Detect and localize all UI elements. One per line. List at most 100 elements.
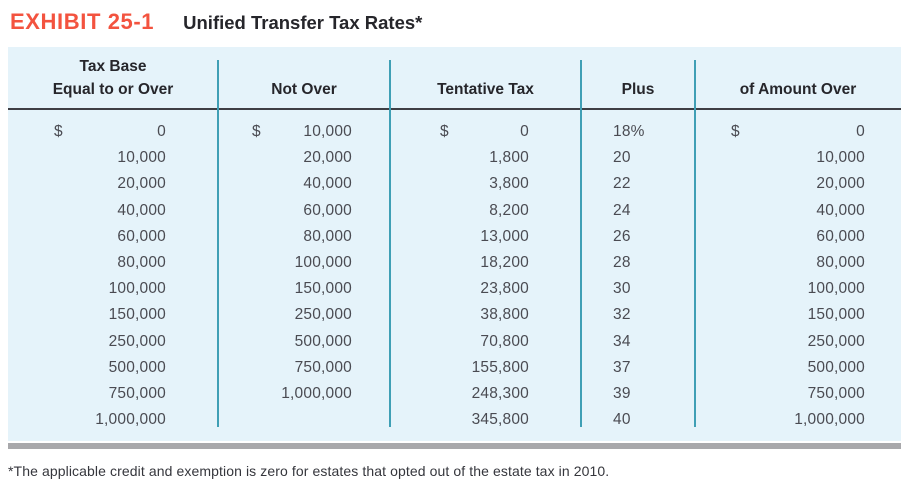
cell-value: 24 [613,201,631,219]
cell-value: 20,000 [117,175,166,193]
cell-value: 750,000 [294,358,352,376]
cell-value: 500,000 [108,358,166,376]
cell-value: 34 [613,332,631,350]
cell-value: 20,000 [303,149,352,167]
table-row: 750,000 1,000,000 248,300 39 750,000 [8,381,901,407]
exhibit-header: EXHIBIT 25-1 Unified Transfer Tax Rates* [0,0,910,35]
table-cell: 38,800 [390,306,581,324]
table-cell: 1,000,000 [8,411,218,429]
table-cell: 23,800 [390,280,581,298]
table-cell: 100,000 [695,280,901,298]
cell-value: 20,000 [816,175,865,193]
currency-symbol: $ [54,123,63,141]
cell-value: 18% [613,123,645,141]
cell-value: 0 [520,123,529,141]
cell-value: 750,000 [108,384,166,402]
table-row: 40,000 60,000 8,200 24 40,000 [8,198,901,224]
table-cell: 500,000 [695,359,901,377]
cell-value: 32 [613,306,631,324]
cell-value: 10,000 [117,149,166,167]
cell-value: 1,800 [489,149,529,167]
table-cell: 1,000,000 [218,385,390,403]
column-divider [580,60,582,428]
table-cell: 60,000 [695,228,901,246]
column-divider [217,60,219,428]
table-cell: 3,800 [390,175,581,193]
table-cell: 500,000 [218,333,390,351]
cell-value: 0 [856,123,865,141]
table-row: 20,000 40,000 3,800 22 20,000 [8,171,901,197]
table-row: 500,000 750,000 155,800 37 500,000 [8,355,901,381]
cell-value: 250,000 [108,332,166,350]
table-cell: 70,800 [390,333,581,351]
table-cell: 8,200 [390,202,581,220]
table-cell: $10,000 [218,123,390,141]
table-cell: 20,000 [218,149,390,167]
cell-value: 80,000 [117,254,166,272]
cell-value: 39 [613,384,631,402]
table-cell: 250,000 [695,333,901,351]
table-cell: 18% [581,123,695,141]
table-cell: 20,000 [695,175,901,193]
table-cell: 250,000 [8,333,218,351]
table-body: $0 $10,000 $0 18% $0 10,000 20,000 1,800 20 10,00… [8,110,901,441]
table-cell: 39 [581,385,695,403]
cell-value: 80,000 [816,254,865,272]
table-cell: 155,800 [390,359,581,377]
table-cell: 28 [581,254,695,272]
table-cell: 24 [581,202,695,220]
table-cell: 1,800 [390,149,581,167]
table-cell: 34 [581,333,695,351]
column-header: Not Over [271,80,337,98]
cell-value: 13,000 [480,227,529,245]
table-cell: 10,000 [695,149,901,167]
table-cell: 150,000 [218,280,390,298]
table-cell: 100,000 [8,280,218,298]
cell-value: 23,800 [480,280,529,298]
table-cell: 345,800 [390,411,581,429]
cell-value: 100,000 [108,280,166,298]
table-cell: 60,000 [8,228,218,246]
table-cell: 40 [581,411,695,429]
cell-value: 1,000,000 [794,411,865,429]
cell-value: 150,000 [108,306,166,324]
cell-value: 1,000,000 [281,384,352,402]
currency-symbol: $ [440,123,449,141]
table-cell: 20,000 [8,175,218,193]
footnote: *The applicable credit and exemption is … [8,463,610,480]
cell-value: 100,000 [294,254,352,272]
table-cell: 750,000 [695,385,901,403]
table-cell: 750,000 [8,385,218,403]
table-cell: 250,000 [218,306,390,324]
column-header: Plus [621,80,655,98]
cell-value: 10,000 [303,123,352,141]
table-cell: 1,000,000 [695,411,901,429]
bottom-rule [8,443,901,450]
cell-value: 37 [613,358,631,376]
cell-value: 10,000 [816,149,865,167]
cell-value: 250,000 [807,332,865,350]
cell-value: 80,000 [303,227,352,245]
table-cell: 100,000 [218,254,390,272]
cell-value: 30 [613,280,631,298]
cell-value: 1,000,000 [95,411,166,429]
table-row: $0 $10,000 $0 18% $0 [8,119,901,145]
unified-transfer-tax-rates-table: Tax Base Equal to or Over Not Over Tentativ… [8,47,901,442]
table-cell: 80,000 [695,254,901,272]
table-cell: 40,000 [695,202,901,220]
table-cell: 750,000 [218,359,390,377]
cell-value: 100,000 [807,280,865,298]
table-row: 80,000 100,000 18,200 28 80,000 [8,250,901,276]
table-cell: 18,200 [390,254,581,272]
cell-value: 60,000 [117,227,166,245]
table-cell: 500,000 [8,359,218,377]
cell-value: 28 [613,254,631,272]
cell-value: 40,000 [303,175,352,193]
table-cell: 248,300 [390,385,581,403]
table-cell: $0 [390,123,581,141]
table-cell: 150,000 [8,306,218,324]
cell-value: 150,000 [807,306,865,324]
table-row: 60,000 80,000 13,000 26 60,000 [8,224,901,250]
table-cell: 26 [581,228,695,246]
column-divider [389,60,391,428]
